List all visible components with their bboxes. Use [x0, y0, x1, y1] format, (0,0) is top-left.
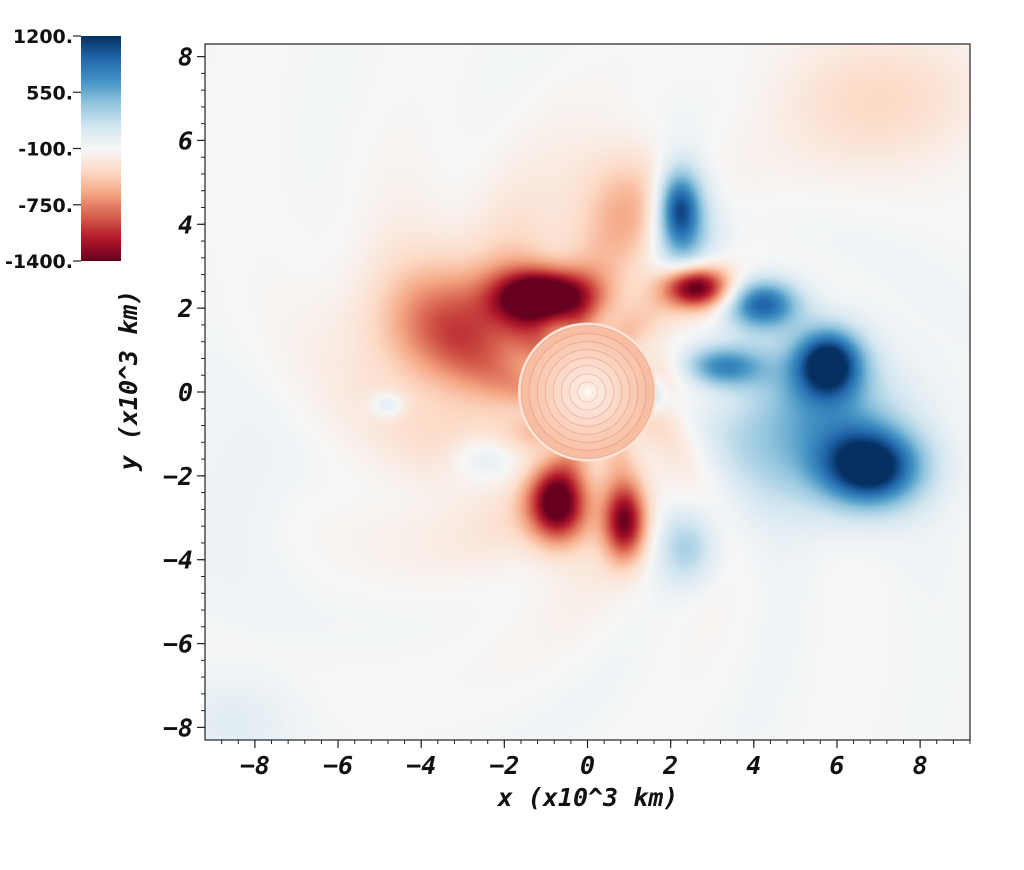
x-axis-title: x (x10^3 km)	[497, 783, 679, 812]
x-tick-label: −8	[240, 751, 270, 780]
colorbar: 1200. 550. -100. -750. -1400.	[5, 26, 121, 273]
x-tick-label: 4	[746, 751, 761, 780]
colorbar-tick-label: -100.	[18, 139, 73, 161]
x-tick-label: 8	[913, 751, 928, 780]
plot-area	[204, 43, 971, 741]
colorbar-tick-label: 550.	[26, 82, 73, 104]
central-disk	[517, 322, 658, 462]
y-tick-label: 0	[178, 378, 193, 407]
y-tick-label: 8	[178, 43, 193, 72]
x-tick-label: 2	[662, 751, 678, 780]
y-tick-label: 4	[178, 210, 193, 239]
y-tick-label: −6	[163, 630, 193, 659]
x-tick-label: 6	[829, 751, 844, 780]
x-tick-label: −6	[323, 751, 353, 780]
y-tick-label: −4	[163, 546, 193, 575]
y-tick-label: −8	[163, 713, 193, 742]
y-axis: −8 −6 −4 −2 0 2 4 6 8	[163, 43, 205, 742]
disk-core	[583, 388, 592, 396]
y-tick-label: −2	[163, 462, 193, 491]
colorbar-bar	[81, 36, 121, 261]
y-axis-title: y (x10^3 km)	[114, 290, 143, 473]
colorbar-tick-label: -750.	[18, 195, 73, 217]
colorbar-ticks: 1200. 550. -100. -750. -1400.	[5, 26, 81, 273]
x-tick-label: −4	[406, 751, 436, 780]
colorbar-tick-label: 1200.	[13, 26, 73, 48]
x-axis: −8 −6 −4 −2 0 2 4 6 8	[221, 740, 971, 780]
x-tick-label: 0	[580, 751, 595, 780]
y-tick-label: 6	[178, 126, 193, 155]
x-tick-label: −2	[489, 751, 519, 780]
colorbar-tick-label: -1400.	[5, 251, 73, 273]
y-tick-label: 2	[177, 294, 193, 323]
